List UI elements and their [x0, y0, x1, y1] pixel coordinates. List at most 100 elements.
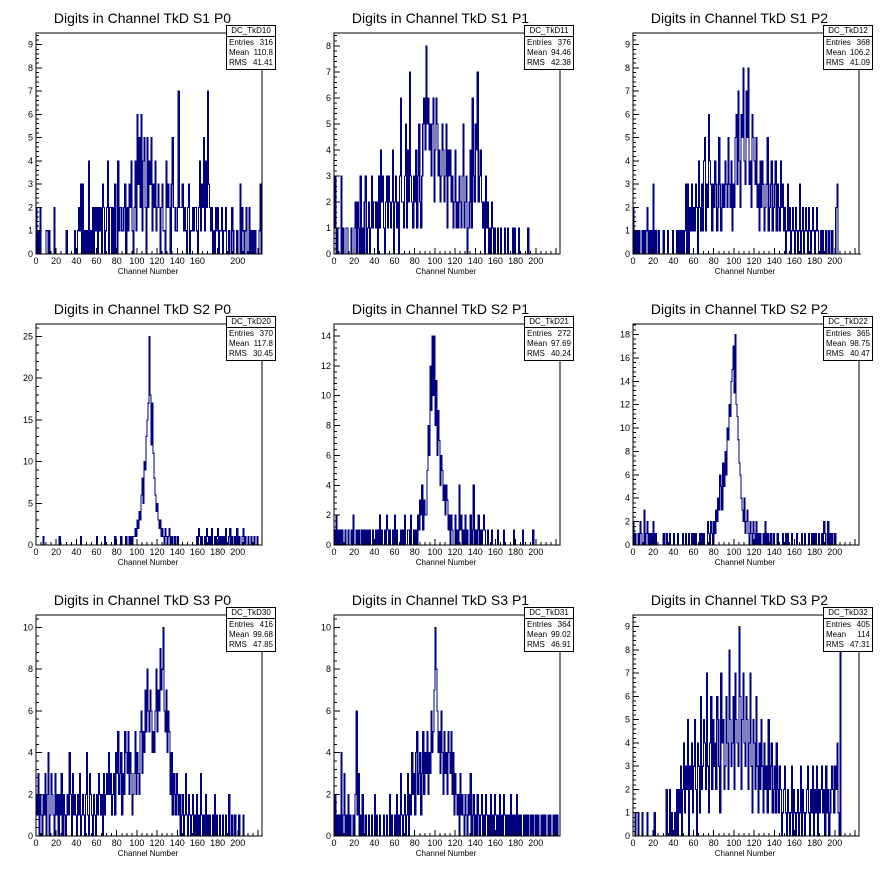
histogram-plot: 0 20 40 60 80 100 120 140 160 180 200 0 2 4 6 8 10 12 14 [321, 323, 561, 557]
stats-mean-value: 94.46 [550, 48, 571, 57]
stats-entries-label: Entries [527, 329, 552, 338]
y-tick-label: 18 [620, 330, 630, 340]
plot-frame [35, 32, 263, 255]
histogram-panel: Digits in Channel TkD S3 P0 0 20 40 60 80 100 1… [0, 582, 298, 872]
x-tick-label: 20 [51, 838, 61, 848]
stats-entries-label: Entries [229, 38, 254, 47]
stats-mean-label: Mean [229, 630, 250, 639]
x-tick-label: 160 [190, 547, 205, 557]
x-tick-label: 20 [51, 547, 61, 557]
y-tick-label: 0 [326, 540, 331, 550]
stats-divider [525, 36, 573, 37]
stats-entries-value: 364 [557, 620, 571, 629]
x-tick-label: 60 [390, 547, 400, 557]
histogram-plot: 0 20 40 60 80 100 120 140 160 180 200 0 5 10 15 20 25 [23, 323, 263, 557]
x-tick-label: 200 [528, 547, 543, 557]
x-tick-label: 180 [508, 547, 523, 557]
histogram-series [36, 335, 260, 546]
chart-title: Digits in Channel TkD S3 P1 [351, 592, 530, 608]
x-axis-label: Channel Number [117, 849, 179, 858]
y-tick-label: 2 [326, 197, 331, 207]
y-tick-label: 2 [28, 789, 33, 799]
chart-title: Digits in Channel TkD S1 P1 [351, 10, 530, 26]
y-tick-label: 2 [28, 202, 33, 212]
x-tick-label: 140 [767, 256, 782, 266]
plot-frame [333, 323, 561, 546]
x-tick-label: 120 [747, 256, 762, 266]
stats-histogram-name: DC_TkD21 [529, 317, 569, 326]
stats-mean-value: 99.68 [252, 630, 273, 639]
stats-divider [525, 618, 573, 619]
x-tick-label: 20 [648, 838, 658, 848]
y-tick-label: 8 [326, 41, 331, 51]
stats-rms-label: RMS [826, 58, 844, 67]
x-tick-label: 160 [488, 838, 503, 848]
histogram-series [633, 626, 859, 837]
x-axis-label: Channel Number [117, 267, 179, 276]
histogram-plot: 0 20 40 60 80 100 120 140 160 180 200 0 1 2 3 4 5 6 7 8 9 [625, 614, 860, 848]
x-tick-label: 60 [92, 256, 102, 266]
stats-box: DC_TkD22 Entries 365 Mean 98.75 RMS 40.47 [823, 316, 873, 361]
x-tick-label: 40 [71, 838, 81, 848]
x-tick-label: 100 [129, 256, 144, 266]
x-tick-label: 200 [528, 838, 543, 848]
y-tick-label: 4 [326, 480, 331, 490]
y-tick-label: 1 [625, 808, 630, 818]
stats-entries-value: 405 [856, 620, 870, 629]
stats-divider [227, 36, 275, 37]
stats-mean-label: Mean [229, 48, 250, 57]
x-tick-label: 80 [709, 838, 719, 848]
stats-mean-label: Mean [826, 630, 847, 639]
histogram-panel: Digits in Channel TkD S2 P2 0 20 40 60 80 100 1… [597, 291, 895, 581]
x-tick-label: 60 [92, 838, 102, 848]
y-tick-label: 5 [326, 119, 331, 129]
y-tick-label: 10 [620, 423, 630, 433]
chart-title: Digits in Channel TkD S3 P2 [650, 592, 829, 608]
x-tick-label: 0 [630, 256, 635, 266]
y-tick-label: 2 [326, 510, 331, 520]
histogram-series [334, 626, 560, 837]
y-tick-label: 6 [625, 109, 630, 119]
y-tick-label: 2 [326, 789, 331, 799]
stats-divider [824, 327, 872, 328]
y-tick-label: 0 [28, 249, 33, 259]
y-tick-label: 1 [326, 223, 331, 233]
x-tick-label: 160 [787, 838, 802, 848]
plot-frame [35, 614, 263, 837]
x-tick-label: 100 [129, 838, 144, 848]
stats-mean-label: Mean [826, 48, 847, 57]
x-tick-label: 40 [71, 547, 81, 557]
x-tick-label: 80 [709, 547, 719, 557]
x-tick-label: 120 [747, 838, 762, 848]
x-tick-label: 0 [33, 256, 38, 266]
stats-entries-value: 416 [259, 620, 273, 629]
stats-divider [525, 327, 573, 328]
stats-mean-label: Mean [527, 630, 548, 639]
x-tick-label: 20 [51, 256, 61, 266]
x-tick-label: 140 [170, 256, 185, 266]
stats-mean-label: Mean [229, 339, 250, 348]
y-tick-label: 6 [28, 109, 33, 119]
x-tick-label: 60 [689, 838, 699, 848]
stats-box: DC_TkD12 Entries 368 Mean 106.2 RMS 41.09 [823, 25, 873, 70]
y-tick-label: 10 [321, 391, 331, 401]
stats-mean-value: 106.2 [849, 48, 870, 57]
x-tick-label: 20 [349, 256, 359, 266]
y-tick-label: 6 [625, 691, 630, 701]
x-tick-label: 0 [331, 547, 336, 557]
y-tick-label: 15 [23, 415, 33, 425]
x-tick-label: 20 [648, 547, 658, 557]
stats-rms-value: 41.41 [252, 58, 273, 67]
y-tick-label: 8 [28, 63, 33, 73]
y-tick-label: 6 [28, 706, 33, 716]
x-tick-label: 80 [112, 256, 122, 266]
histogram-plot: 0 20 40 60 80 100 120 140 160 200 0 1 2 3 4 5 6 7 8 9 [28, 32, 263, 266]
x-tick-label: 120 [150, 838, 165, 848]
x-tick-label: 120 [747, 547, 762, 557]
x-tick-label: 180 [807, 838, 822, 848]
y-tick-label: 12 [620, 400, 630, 410]
y-tick-label: 6 [326, 93, 331, 103]
stats-entries-label: Entries [527, 38, 552, 47]
x-tick-label: 200 [827, 256, 842, 266]
x-tick-label: 200 [230, 838, 245, 848]
